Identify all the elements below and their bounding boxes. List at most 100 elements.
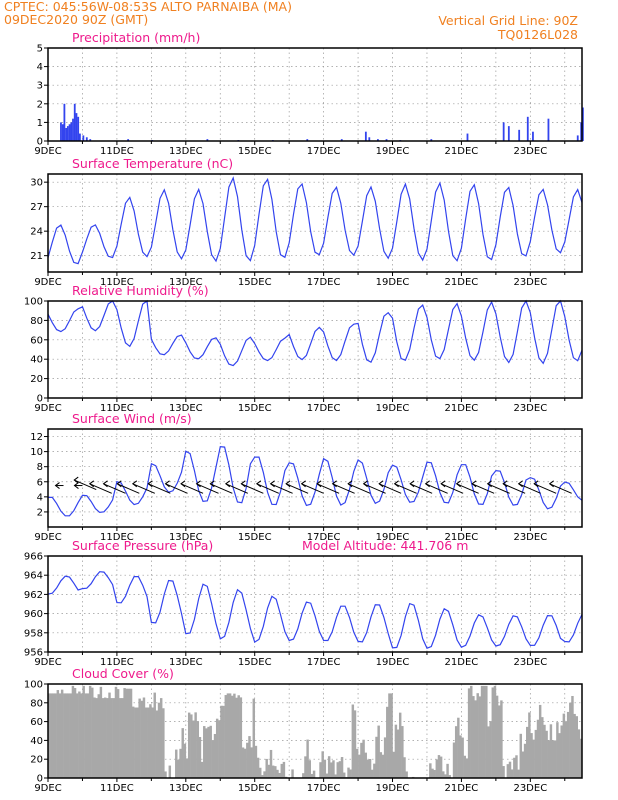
cloud-bar <box>461 737 464 778</box>
cloud-bar <box>467 688 471 778</box>
cloud-bar <box>375 736 378 778</box>
x-tick-label: 23DEC <box>513 657 547 668</box>
cloud-bar <box>379 752 383 778</box>
precip-bar <box>61 124 64 141</box>
series-line <box>47 176 583 265</box>
y-tick-label: 2 <box>37 507 43 518</box>
x-tick-label: 17DEC <box>307 657 341 668</box>
x-tick-label: 9DEC <box>34 403 61 414</box>
wind-arrow <box>196 483 219 494</box>
cloud-bar <box>377 725 380 778</box>
cloud-bar <box>405 771 408 778</box>
x-tick-label: 15DEC <box>238 146 272 157</box>
cloud-bar <box>370 769 374 778</box>
model-altitude: Model Altitude: 441.706 m <box>302 538 468 553</box>
cloud-bar <box>179 748 182 778</box>
cloud-bar <box>82 685 85 778</box>
cloud-bar <box>325 773 329 778</box>
x-tick-label: 21DEC <box>445 403 479 414</box>
cloud-bar <box>558 733 561 778</box>
model-id: TQ0126L028 <box>497 27 578 42</box>
cloud-bar <box>99 686 103 778</box>
x-tick-label: 21DEC <box>445 657 479 668</box>
wind-arrow <box>117 483 140 494</box>
cloud-bar <box>560 725 563 778</box>
cloud-bar <box>271 765 275 778</box>
series-line <box>48 445 583 517</box>
wind-arrow-head <box>240 480 246 488</box>
cloud-bar <box>224 695 228 778</box>
wind-arrow <box>165 483 188 494</box>
cloud-bar <box>500 700 503 778</box>
wind-arrow <box>394 483 417 494</box>
y-tick-label: 2 <box>37 99 43 110</box>
wind-arrow <box>487 483 510 494</box>
cloud-bar <box>495 695 499 778</box>
cloud-bar <box>571 695 574 778</box>
cloud-bar <box>91 687 94 778</box>
cloud-bar <box>530 733 533 778</box>
cloud-bar <box>573 713 576 778</box>
wind-arrow-head <box>180 480 186 488</box>
wind-arrow-head <box>195 480 201 488</box>
cloud-bar <box>69 693 72 778</box>
cloud-bar <box>181 728 184 778</box>
cloud-bar <box>386 706 389 778</box>
x-tick-label: 17DEC <box>307 403 341 414</box>
cloud-bar <box>86 693 90 778</box>
cloud-bar <box>342 772 346 778</box>
x-tick-label: 21DEC <box>445 783 479 794</box>
cloud-bar <box>280 763 284 778</box>
x-tick-label: 23DEC <box>513 532 547 543</box>
cloud-bar <box>513 757 516 778</box>
cloud-bar <box>502 766 505 778</box>
cloud-bar <box>58 693 62 778</box>
cloud-bar <box>222 705 225 778</box>
wind-arrow-head <box>224 480 231 488</box>
cloud-bar <box>95 698 98 778</box>
wind-arrow <box>332 483 355 494</box>
precip-bar <box>582 107 584 141</box>
vertical-grid-note: Vertical Grid Line: 90Z <box>438 13 578 28</box>
cloud-bar <box>383 737 387 778</box>
cloud-bar <box>136 707 139 778</box>
precip-bar <box>206 139 209 141</box>
cloud-bar <box>526 726 529 778</box>
cloud-bar <box>482 685 486 778</box>
x-tick-label: 9DEC <box>34 146 61 157</box>
y-tick-label: 24 <box>30 227 43 238</box>
precip-bar <box>60 122 62 141</box>
precip-bar <box>77 116 80 141</box>
cloud-bar <box>508 761 512 778</box>
cloud-bar <box>93 697 96 778</box>
cloud-bar <box>108 692 111 778</box>
wind-arrow-head <box>164 480 170 488</box>
cloud-bar <box>435 759 439 778</box>
wind-arrow-head <box>347 480 353 488</box>
cloud-bar <box>155 710 159 778</box>
precip-bar <box>70 122 73 141</box>
y-tick-label: 966 <box>24 552 43 563</box>
precip-bar <box>340 139 343 141</box>
cloud-bar <box>302 773 305 778</box>
cloud-bar <box>159 698 163 778</box>
wind-arrow <box>409 483 433 494</box>
wind-arrow <box>440 483 464 494</box>
wind-arrow-head <box>486 480 492 488</box>
cloud-bar <box>489 721 492 778</box>
cloud-bar <box>476 693 479 778</box>
wind-arrow <box>425 483 448 494</box>
cloud-bar <box>340 757 344 778</box>
cloud-bar <box>556 722 559 778</box>
cloud-bar <box>278 772 281 778</box>
cloud-bar <box>185 758 189 778</box>
wind-arrow <box>180 483 204 494</box>
cloud-bar <box>498 705 501 778</box>
cloud-bar <box>164 771 167 778</box>
cloud-bar <box>276 769 279 778</box>
cloud-bar <box>226 693 230 778</box>
precip-bar <box>385 139 388 141</box>
cloud-bar <box>446 763 449 778</box>
wind-arrow-head <box>548 480 554 488</box>
